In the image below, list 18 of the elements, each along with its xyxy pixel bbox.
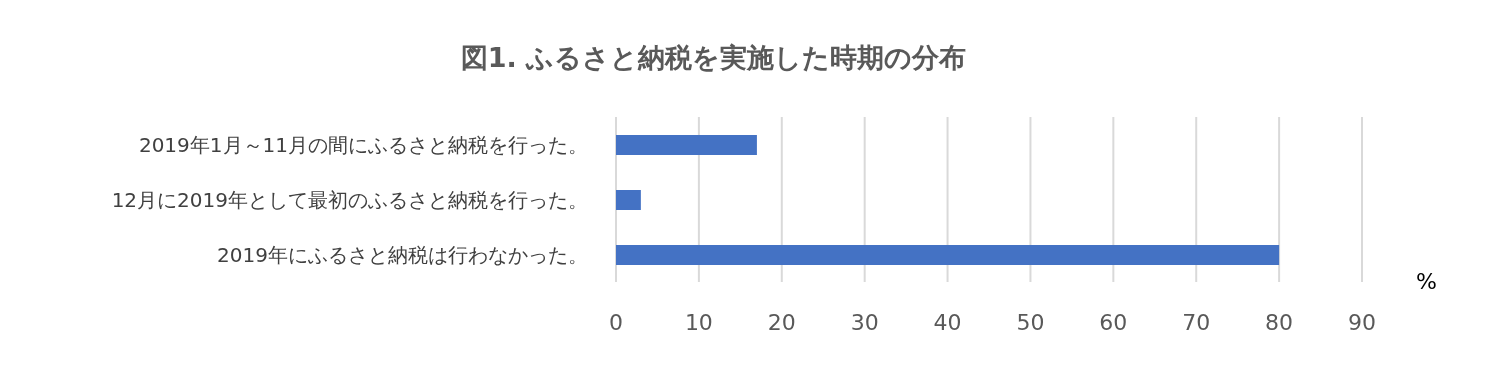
x-tick-label: 70 xyxy=(1182,309,1211,335)
x-tick-label: 50 xyxy=(1016,309,1045,335)
y-tick-label: 2019年1月～11月の間にふるさと納税を行った。 xyxy=(138,132,588,157)
x-tick-label: 40 xyxy=(933,309,962,335)
x-tick-label: 30 xyxy=(850,309,879,335)
x-tick-label: 80 xyxy=(1265,309,1294,335)
chart-title: 図1. ふるさと納税を実施した時期の分布 xyxy=(459,41,968,75)
bar xyxy=(616,135,757,155)
y-tick-label: 12月に2019年として最初のふるさと納税を行った。 xyxy=(111,187,588,212)
bar xyxy=(616,190,641,210)
x-tick-label: 90 xyxy=(1348,309,1376,335)
x-tick-label: 60 xyxy=(1099,309,1128,335)
x-tick-label: 0 xyxy=(609,309,623,335)
bar xyxy=(616,245,1280,265)
x-tick-label: 20 xyxy=(767,309,796,335)
x-tick-label: 10 xyxy=(684,309,713,335)
y-tick-label: 2019年にふるさと納税は行わなかった。 xyxy=(217,242,588,267)
x-axis-title: % xyxy=(1416,268,1437,294)
